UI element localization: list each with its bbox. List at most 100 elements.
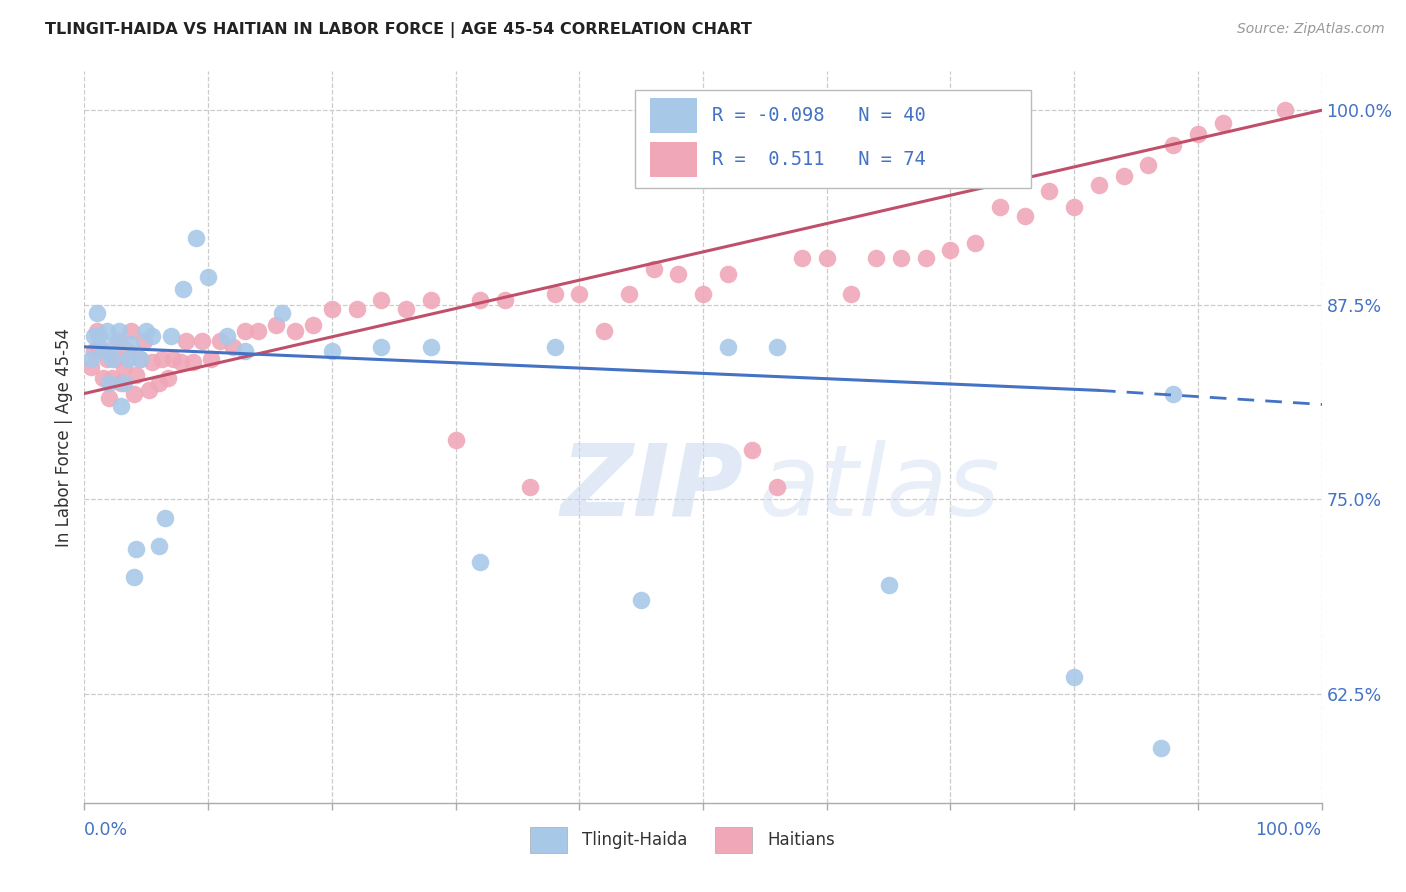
FancyBboxPatch shape: [650, 142, 697, 177]
Text: Haitians: Haitians: [768, 830, 835, 848]
Text: TLINGIT-HAIDA VS HAITIAN IN LABOR FORCE | AGE 45-54 CORRELATION CHART: TLINGIT-HAIDA VS HAITIAN IN LABOR FORCE …: [45, 22, 752, 38]
Point: [96, 324, 118, 338]
Point: [141, 329, 163, 343]
Text: 100.0%: 100.0%: [1256, 822, 1322, 839]
Point: [129, 352, 152, 367]
Point: [1112, 169, 1135, 183]
Point: [141, 355, 163, 369]
Point: [222, 340, 245, 354]
Point: [1187, 127, 1209, 141]
Point: [197, 269, 219, 284]
Point: [125, 542, 148, 557]
Point: [939, 244, 962, 258]
Point: [184, 231, 207, 245]
Point: [790, 251, 813, 265]
Y-axis label: In Labor Force | Age 45-54: In Labor Force | Age 45-54: [55, 327, 73, 547]
Point: [444, 433, 467, 447]
Point: [96, 352, 118, 367]
Point: [543, 286, 565, 301]
Point: [890, 251, 912, 265]
Point: [543, 340, 565, 354]
Point: [766, 480, 789, 494]
Point: [117, 344, 139, 359]
Point: [112, 376, 135, 390]
Point: [321, 344, 343, 359]
Point: [174, 334, 197, 348]
Point: [170, 355, 193, 369]
FancyBboxPatch shape: [530, 827, 567, 853]
Point: [841, 286, 863, 301]
Point: [1014, 209, 1036, 223]
Point: [110, 399, 132, 413]
Point: [122, 570, 145, 584]
Point: [1212, 116, 1234, 130]
Text: Source: ZipAtlas.com: Source: ZipAtlas.com: [1237, 22, 1385, 37]
Point: [100, 371, 122, 385]
Point: [79, 352, 101, 367]
Point: [172, 282, 194, 296]
Point: [83, 329, 105, 343]
Point: [741, 442, 763, 457]
Point: [125, 368, 148, 382]
Point: [148, 539, 170, 553]
Point: [246, 324, 269, 338]
Point: [86, 305, 108, 319]
Point: [630, 593, 652, 607]
Point: [91, 344, 114, 359]
Point: [98, 376, 121, 390]
Point: [494, 293, 516, 307]
Point: [181, 355, 204, 369]
Point: [346, 302, 368, 317]
Point: [877, 578, 900, 592]
Point: [112, 359, 135, 374]
Point: [153, 511, 176, 525]
Point: [200, 352, 222, 367]
Point: [150, 352, 173, 367]
Point: [617, 286, 640, 301]
Point: [271, 305, 294, 319]
Point: [419, 293, 441, 307]
Point: [302, 318, 325, 332]
Point: [766, 340, 789, 354]
Point: [419, 340, 441, 354]
Point: [1063, 670, 1085, 684]
Point: [104, 336, 127, 351]
Point: [965, 235, 987, 250]
Point: [162, 352, 184, 367]
Point: [233, 344, 256, 359]
Text: R = -0.098   N = 40: R = -0.098 N = 40: [711, 106, 925, 125]
Point: [1150, 741, 1173, 756]
Point: [321, 302, 343, 317]
Point: [98, 391, 121, 405]
Point: [120, 336, 142, 351]
Point: [108, 324, 131, 338]
Point: [89, 329, 111, 343]
FancyBboxPatch shape: [716, 827, 752, 853]
Point: [108, 334, 131, 348]
Point: [470, 293, 492, 307]
Point: [568, 286, 591, 301]
Point: [1274, 103, 1296, 118]
Point: [160, 329, 183, 343]
Point: [395, 302, 418, 317]
Point: [138, 384, 160, 398]
Point: [79, 359, 101, 374]
Point: [148, 376, 170, 390]
Point: [815, 251, 838, 265]
Point: [104, 352, 127, 367]
Point: [264, 318, 287, 332]
Point: [717, 340, 740, 354]
Point: [370, 293, 392, 307]
Point: [988, 200, 1011, 214]
Point: [117, 352, 139, 367]
Point: [914, 251, 936, 265]
Point: [100, 352, 122, 367]
Text: atlas: atlas: [759, 440, 1000, 537]
Text: 0.0%: 0.0%: [84, 822, 128, 839]
Point: [1137, 158, 1160, 172]
Point: [132, 334, 155, 348]
Point: [91, 371, 114, 385]
FancyBboxPatch shape: [636, 90, 1031, 188]
Point: [110, 376, 132, 390]
Point: [89, 340, 111, 354]
